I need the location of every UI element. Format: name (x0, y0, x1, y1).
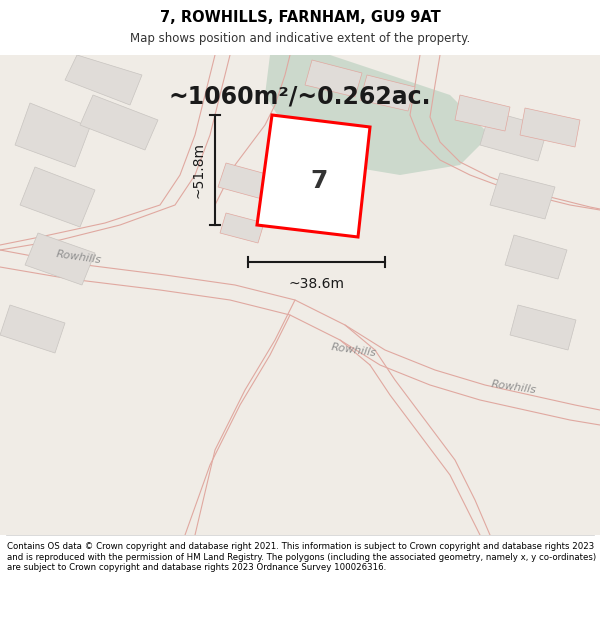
Polygon shape (25, 233, 95, 285)
Polygon shape (15, 103, 90, 167)
Text: Map shows position and indicative extent of the property.: Map shows position and indicative extent… (130, 32, 470, 45)
Polygon shape (455, 95, 510, 131)
Polygon shape (505, 235, 567, 279)
Text: Contains OS data © Crown copyright and database right 2021. This information is : Contains OS data © Crown copyright and d… (7, 542, 596, 572)
Polygon shape (265, 55, 490, 175)
Polygon shape (20, 167, 95, 227)
Polygon shape (0, 305, 65, 353)
Text: ~1060m²/~0.262ac.: ~1060m²/~0.262ac. (169, 85, 431, 109)
Polygon shape (520, 108, 580, 147)
Polygon shape (480, 111, 548, 161)
Text: 7: 7 (311, 169, 328, 193)
Text: ~38.6m: ~38.6m (289, 277, 344, 291)
Text: ~51.8m: ~51.8m (191, 142, 205, 198)
Polygon shape (360, 75, 415, 111)
Text: 7, ROWHILLS, FARNHAM, GU9 9AT: 7, ROWHILLS, FARNHAM, GU9 9AT (160, 10, 440, 25)
Polygon shape (510, 305, 576, 350)
Text: Rowhills: Rowhills (490, 379, 536, 395)
Polygon shape (218, 163, 270, 199)
Text: Rowhills: Rowhills (55, 249, 101, 265)
Polygon shape (257, 115, 370, 237)
Polygon shape (65, 55, 142, 105)
Text: Rowhills: Rowhills (330, 342, 377, 358)
Polygon shape (305, 60, 362, 97)
Polygon shape (490, 173, 555, 219)
Polygon shape (220, 213, 264, 243)
Polygon shape (80, 95, 158, 150)
